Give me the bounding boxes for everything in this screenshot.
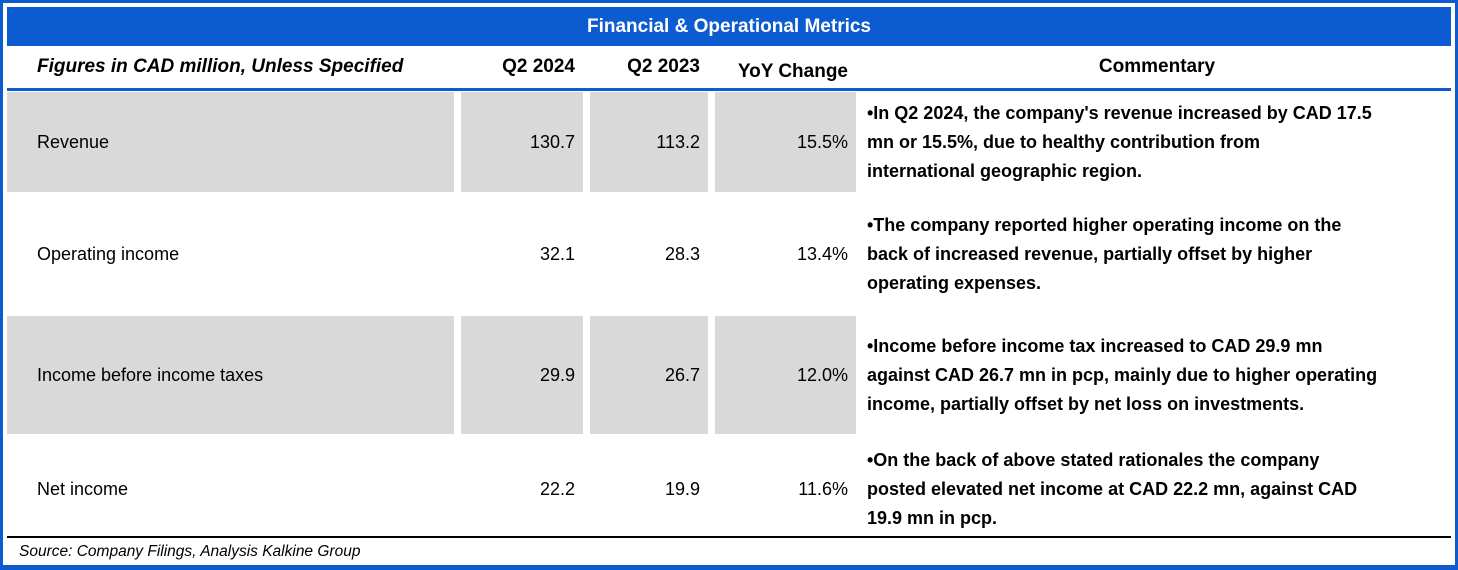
header-commentary: Commentary	[1098, 56, 1216, 77]
commentary-text: •In Q2 2024, the company's revenue incre…	[867, 102, 1372, 181]
value-q2-2024: 32.1	[539, 243, 575, 264]
metric-label: Operating income	[37, 243, 180, 264]
metric-label: Net income	[37, 478, 129, 499]
header-q2-2023: Q2 2023	[627, 56, 700, 77]
value-q2-2023: 113.2	[590, 92, 708, 192]
source-text: Source: Company Filings, Analysis Kalkin…	[19, 543, 361, 560]
source-note: Source: Company Filings, Analysis Kalkin…	[7, 536, 1451, 566]
table-row: Operating income 32.1 28.3 13.4% •The co…	[7, 200, 1451, 308]
commentary-text: •Income before income tax increased to C…	[867, 335, 1378, 414]
value-yoy-change: 11.6%	[798, 478, 848, 499]
value-q2-2023: 26.7	[590, 316, 708, 434]
header-metric: Figures in CAD million, Unless Specified	[37, 56, 404, 77]
header-yoy-change: YoY Change	[737, 61, 848, 82]
table-row: Income before income taxes 29.9 26.7 12.…	[7, 316, 1451, 434]
value-q2-2024: 130.7	[461, 92, 583, 192]
table-body: Revenue 130.7 113.2 15.5% •In Q2 2024, t…	[7, 91, 1451, 536]
table-row: Net income 22.2 19.9 11.6% •On the back …	[7, 442, 1451, 536]
table-title: Financial & Operational Metrics	[7, 7, 1451, 46]
value-q2-2023: 28.3	[664, 243, 700, 264]
commentary-text: •On the back of above stated rationales …	[867, 449, 1358, 528]
value-yoy-change: 13.4%	[796, 243, 848, 264]
metric-label: Revenue	[7, 92, 454, 192]
header-row: Figures in CAD million, Unless Specified…	[7, 46, 1451, 88]
commentary-text: •The company reported higher operating i…	[867, 214, 1342, 293]
metric-label: Income before income taxes	[7, 316, 454, 434]
value-q2-2024: 29.9	[461, 316, 583, 434]
value-q2-2024: 22.2	[539, 478, 575, 499]
value-yoy-change: 15.5%	[715, 92, 856, 192]
header-divider	[7, 88, 1451, 91]
value-yoy-change: 12.0%	[715, 316, 856, 434]
value-q2-2023: 19.9	[664, 478, 700, 499]
table-row: Revenue 130.7 113.2 15.5% •In Q2 2024, t…	[7, 92, 1451, 192]
header-q2-2024: Q2 2024	[502, 56, 575, 77]
